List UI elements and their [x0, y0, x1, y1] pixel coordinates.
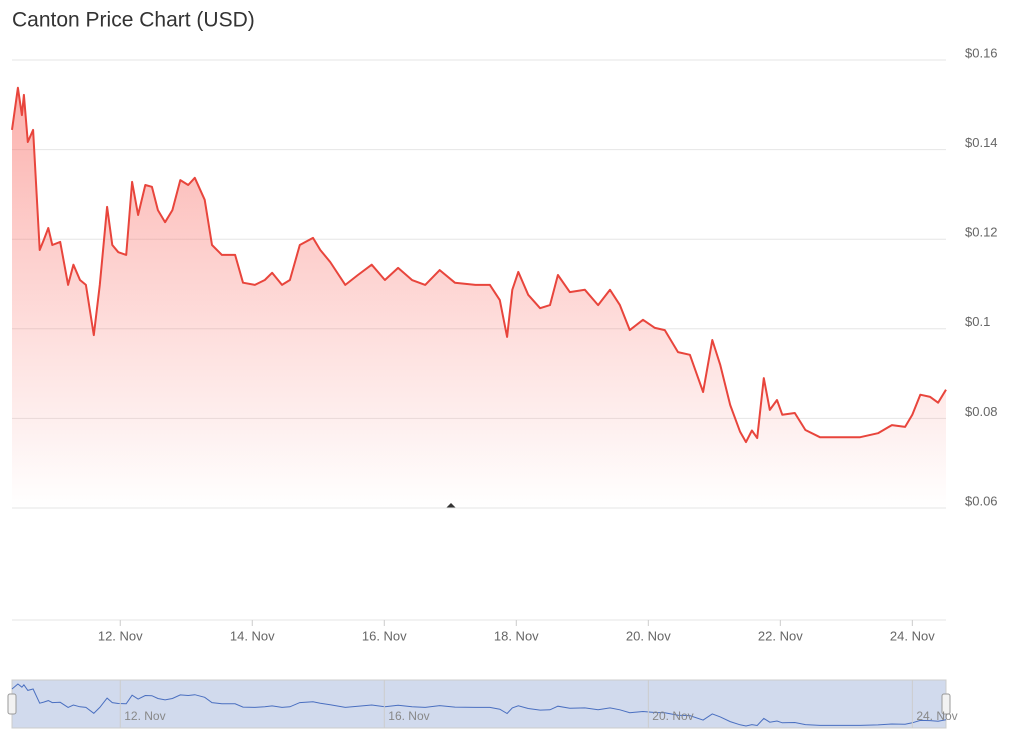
y-tick-label: $0.12 [965, 225, 998, 240]
price-line [11, 86, 947, 444]
x-tick-label: 12. Nov [98, 628, 143, 643]
navigator-line [11, 683, 947, 727]
navigator-tick-label: 24. Nov [916, 709, 957, 723]
navigator-handle-right[interactable] [941, 693, 951, 715]
y-tick-label: $0.14 [965, 135, 998, 150]
x-tick-label: 16. Nov [362, 628, 407, 643]
navigator-handle-left[interactable] [7, 693, 17, 715]
x-tick-label: 24. Nov [890, 628, 935, 643]
navigator-tick-label: 16. Nov [388, 709, 429, 723]
y-tick-label: $0.16 [965, 45, 998, 60]
x-tick-label: 22. Nov [758, 628, 803, 643]
x-tick-label: 20. Nov [626, 628, 671, 643]
y-tick-label: $0.06 [965, 493, 998, 508]
chart-title: Canton Price Chart (USD) [12, 9, 255, 32]
navigator-tick-label: 12. Nov [124, 709, 165, 723]
y-tick-label: $0.1 [965, 314, 990, 329]
navigator-tick-label: 20. Nov [652, 709, 693, 723]
y-tick-label: $0.08 [965, 404, 998, 419]
x-tick-label: 14. Nov [230, 628, 275, 643]
area-fill [12, 87, 946, 509]
x-tick-label: 18. Nov [494, 628, 539, 643]
